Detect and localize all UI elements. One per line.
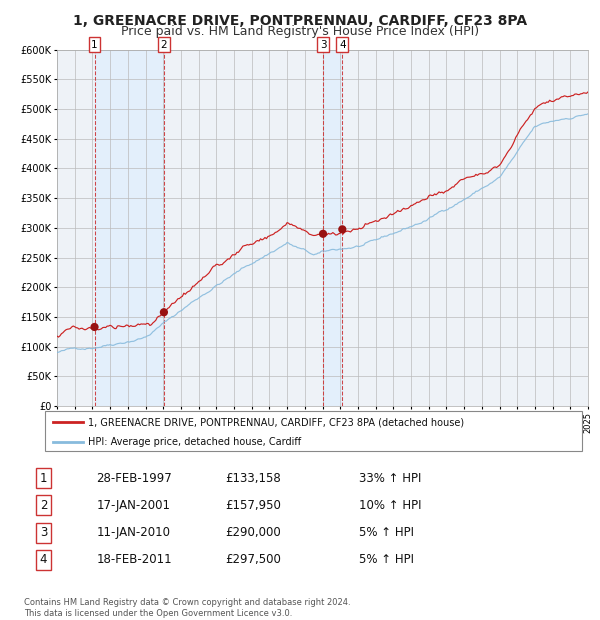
Text: 2: 2 bbox=[40, 499, 47, 511]
Text: 3: 3 bbox=[320, 40, 326, 50]
Text: £133,158: £133,158 bbox=[225, 472, 281, 484]
Bar bbox=[323, 50, 343, 406]
Text: 4: 4 bbox=[40, 554, 47, 566]
Text: 17-JAN-2001: 17-JAN-2001 bbox=[97, 499, 170, 511]
FancyBboxPatch shape bbox=[45, 411, 582, 451]
Text: £297,500: £297,500 bbox=[225, 554, 281, 566]
Text: 4: 4 bbox=[339, 40, 346, 50]
Point bbox=[159, 308, 169, 317]
Text: 1, GREENACRE DRIVE, PONTPRENNAU, CARDIFF, CF23 8PA: 1, GREENACRE DRIVE, PONTPRENNAU, CARDIFF… bbox=[73, 14, 527, 28]
Text: 11-JAN-2010: 11-JAN-2010 bbox=[97, 526, 170, 539]
Bar bbox=[95, 50, 164, 406]
Text: Price paid vs. HM Land Registry's House Price Index (HPI): Price paid vs. HM Land Registry's House … bbox=[121, 25, 479, 38]
Text: 5% ↑ HPI: 5% ↑ HPI bbox=[359, 526, 414, 539]
Text: Contains HM Land Registry data © Crown copyright and database right 2024.
This d: Contains HM Land Registry data © Crown c… bbox=[24, 598, 350, 618]
Text: 1: 1 bbox=[40, 472, 47, 484]
Text: £157,950: £157,950 bbox=[225, 499, 281, 511]
Point bbox=[338, 224, 347, 234]
Point bbox=[318, 229, 328, 239]
Text: 28-FEB-1997: 28-FEB-1997 bbox=[97, 472, 172, 484]
Text: 3: 3 bbox=[40, 526, 47, 539]
Text: 1: 1 bbox=[91, 40, 98, 50]
Text: 2: 2 bbox=[161, 40, 167, 50]
Point bbox=[90, 322, 100, 332]
Text: 1, GREENACRE DRIVE, PONTPRENNAU, CARDIFF, CF23 8PA (detached house): 1, GREENACRE DRIVE, PONTPRENNAU, CARDIFF… bbox=[88, 417, 464, 427]
Text: 18-FEB-2011: 18-FEB-2011 bbox=[97, 554, 172, 566]
Text: HPI: Average price, detached house, Cardiff: HPI: Average price, detached house, Card… bbox=[88, 438, 301, 448]
Text: 5% ↑ HPI: 5% ↑ HPI bbox=[359, 554, 414, 566]
Text: £290,000: £290,000 bbox=[225, 526, 281, 539]
Text: 10% ↑ HPI: 10% ↑ HPI bbox=[359, 499, 421, 511]
Text: 33% ↑ HPI: 33% ↑ HPI bbox=[359, 472, 421, 484]
